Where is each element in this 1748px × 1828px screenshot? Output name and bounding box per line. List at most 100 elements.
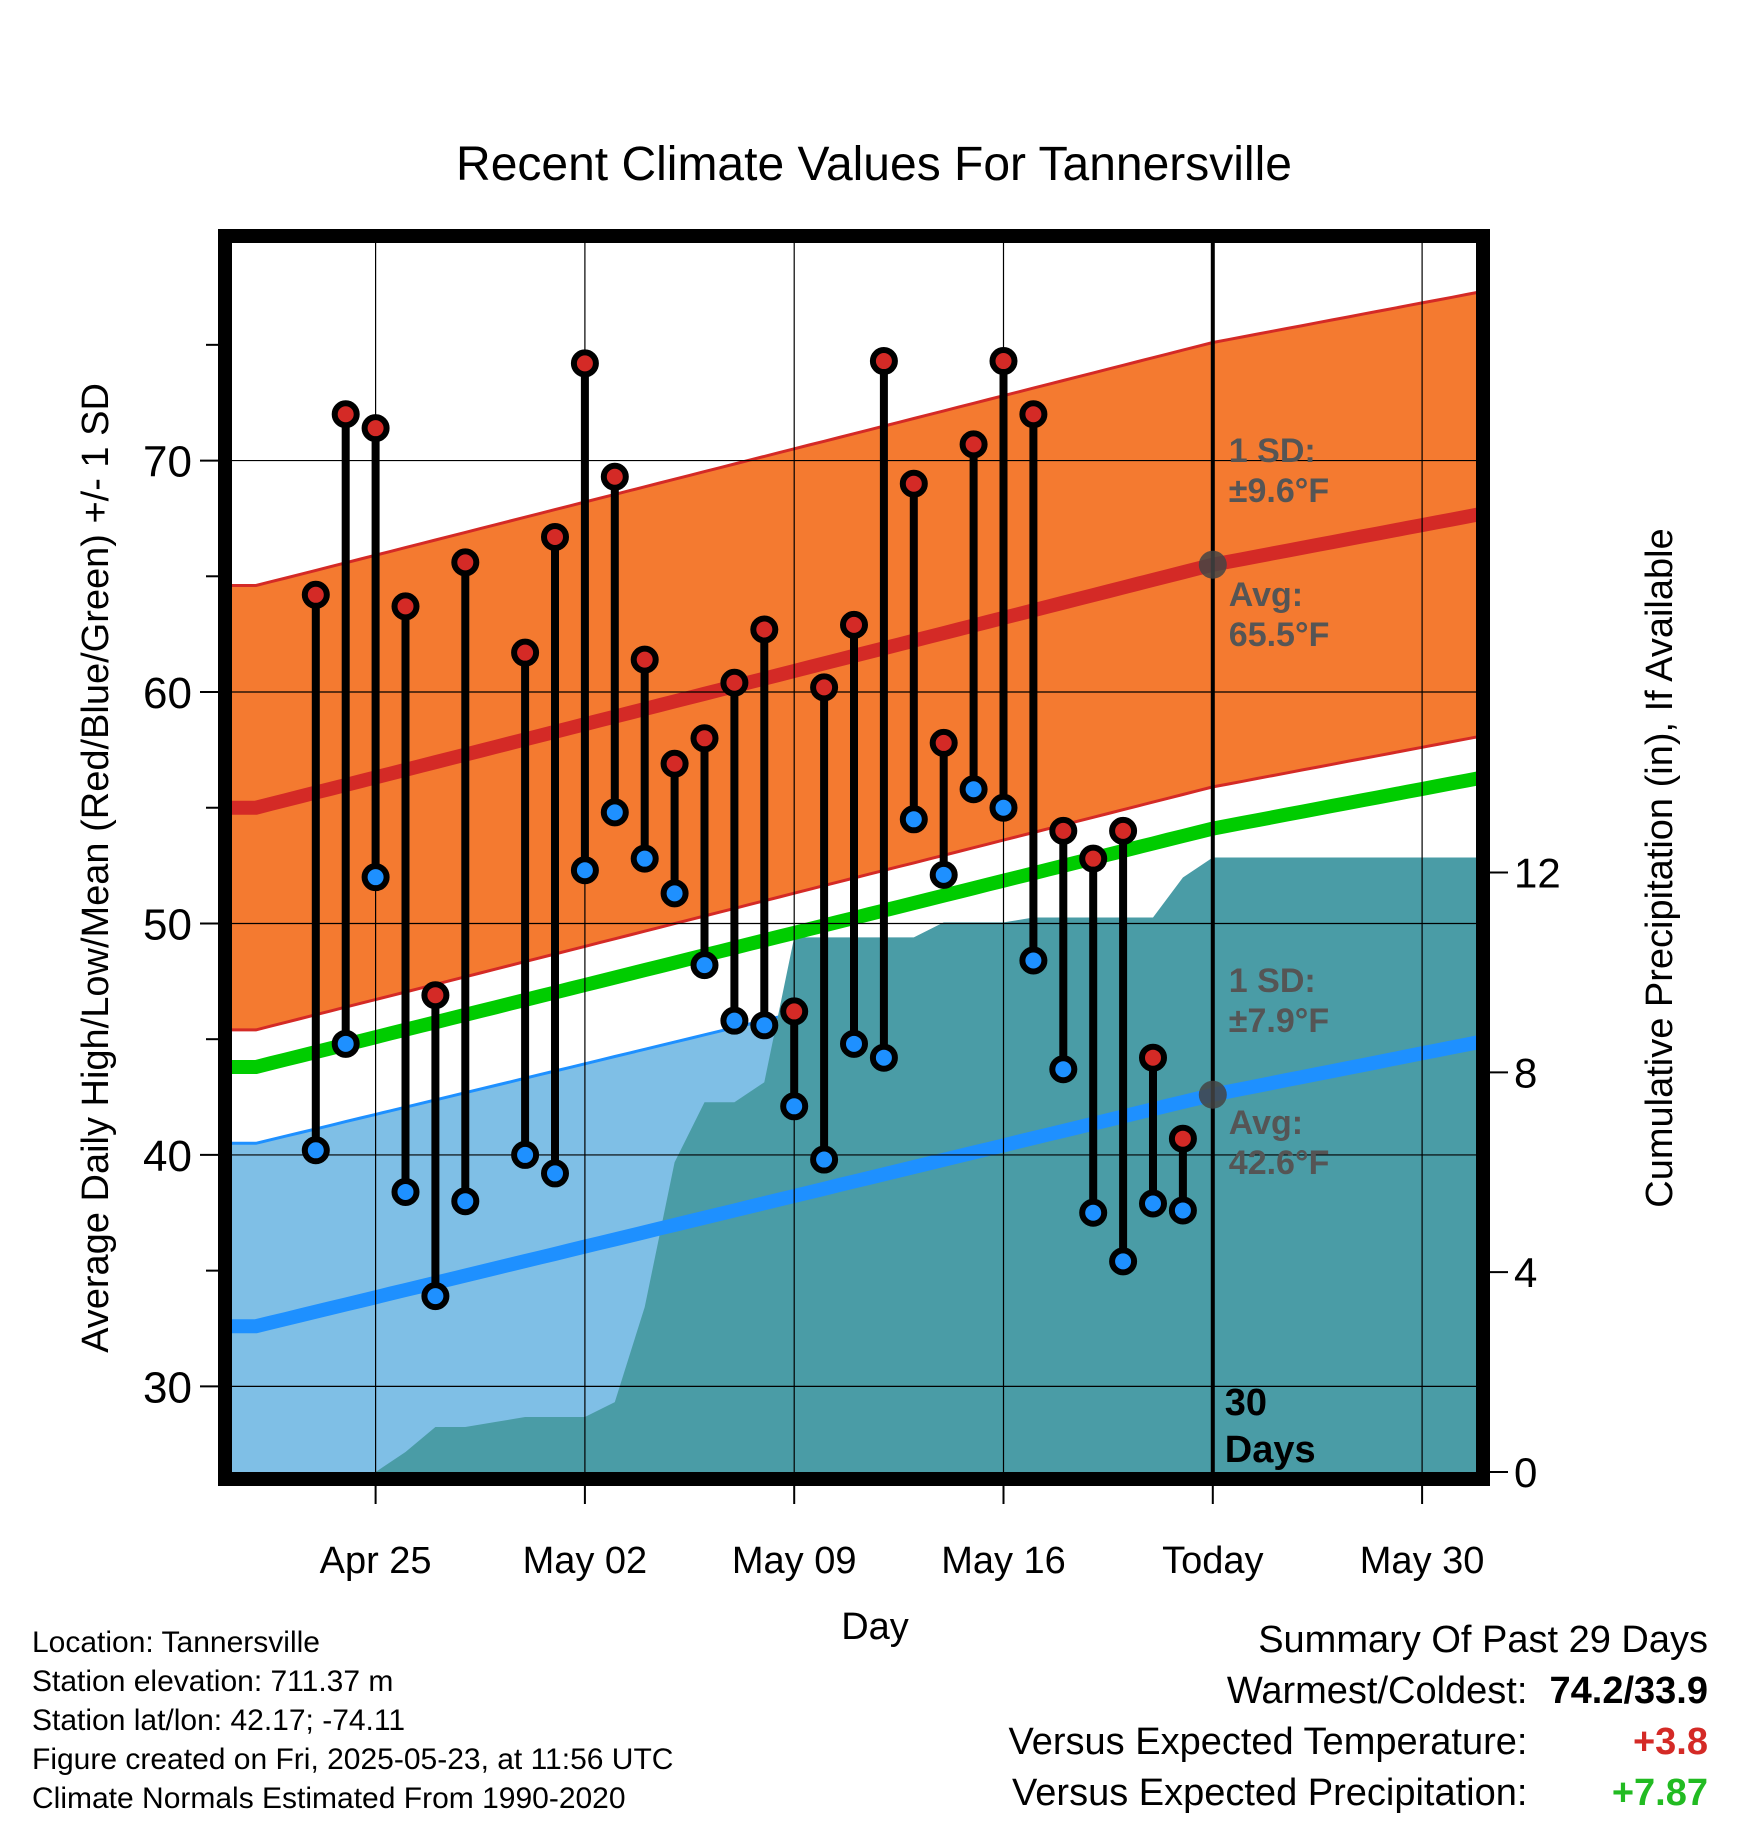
x-tick-label: May 16 bbox=[941, 1540, 1066, 1582]
low-point bbox=[1139, 1189, 1167, 1218]
high-point bbox=[570, 349, 599, 378]
low-point bbox=[1079, 1198, 1108, 1227]
latlon-text: Station lat/lon: 42.17; -74.11 bbox=[32, 1704, 406, 1737]
high-point bbox=[690, 724, 719, 753]
elevation-text: Station elevation: 711.37 m bbox=[32, 1665, 394, 1698]
low-point bbox=[511, 1140, 540, 1169]
high-point bbox=[391, 592, 420, 621]
low-point bbox=[1109, 1247, 1138, 1276]
low-annotation-0: 1 SD: bbox=[1229, 962, 1316, 1000]
x-tick-label: May 09 bbox=[732, 1540, 857, 1582]
x-tick-label: May 30 bbox=[1360, 1540, 1485, 1582]
low-annotation-3: 42.6°F bbox=[1229, 1144, 1330, 1182]
summary-panel: Summary Of Past 29 Days Warmest/Coldest:… bbox=[1009, 1615, 1708, 1819]
low-point bbox=[899, 805, 928, 834]
high-sd-band-upper-edge bbox=[232, 291, 1476, 587]
high-point bbox=[750, 615, 779, 644]
low-point bbox=[929, 860, 958, 889]
high-point bbox=[301, 580, 330, 609]
created-text: Figure created on Fri, 2025-05-23, at 11… bbox=[32, 1743, 674, 1776]
location-text: Location: Tannersville bbox=[32, 1626, 320, 1659]
high-point bbox=[331, 400, 360, 429]
normals-text: Climate Normals Estimated From 1990-2020 bbox=[32, 1782, 626, 1815]
low-point bbox=[780, 1092, 809, 1121]
low-point bbox=[391, 1177, 420, 1206]
summary-temp-row: Versus Expected Temperature: +3.8 bbox=[1009, 1717, 1708, 1768]
high-point bbox=[1139, 1043, 1167, 1072]
high-point bbox=[720, 668, 749, 697]
today-note-text: 30 bbox=[1225, 1382, 1267, 1424]
x-tick-label: Apr 25 bbox=[320, 1540, 432, 1582]
high-point bbox=[630, 645, 659, 674]
high-point bbox=[1109, 816, 1138, 845]
low-point bbox=[1168, 1196, 1197, 1225]
y2-tick-label: 0 bbox=[1514, 1449, 1537, 1496]
warmest-value: 74.2/33.9 bbox=[1549, 1670, 1708, 1712]
plot-frame bbox=[218, 229, 1490, 1486]
high-point bbox=[421, 981, 450, 1010]
temp-label: Versus Expected Temperature: bbox=[1008, 1721, 1528, 1763]
high-point bbox=[869, 347, 898, 376]
high-point bbox=[989, 347, 1018, 376]
high-point bbox=[541, 522, 569, 551]
low-point bbox=[989, 793, 1018, 822]
avg-high-line bbox=[232, 507, 1476, 815]
high-point bbox=[810, 673, 839, 702]
low-point bbox=[840, 1029, 868, 1058]
y2-tick-label: 4 bbox=[1514, 1249, 1537, 1296]
high-point bbox=[1168, 1124, 1197, 1153]
y2-tick-label: 12 bbox=[1514, 849, 1561, 896]
x-tick-label: May 02 bbox=[523, 1540, 648, 1582]
low-point bbox=[361, 863, 390, 892]
x-tick-label: Today bbox=[1162, 1540, 1263, 1582]
y2-axis-label: Cumulative Precipitation (in), If Availa… bbox=[1639, 528, 1681, 1207]
low-point bbox=[1019, 946, 1048, 975]
precip-value: +7.87 bbox=[1611, 1772, 1708, 1814]
low-point bbox=[600, 798, 629, 827]
high-annotation-0: 1 SD: bbox=[1229, 432, 1316, 470]
low-annotation-1: ±7.9°F bbox=[1229, 1002, 1329, 1040]
low-point bbox=[690, 951, 719, 980]
high-annotation-1: ±9.6°F bbox=[1229, 472, 1329, 510]
low-point bbox=[630, 844, 659, 873]
low-point bbox=[750, 1011, 779, 1040]
high-point bbox=[899, 469, 928, 498]
low-point bbox=[1049, 1055, 1078, 1084]
y-tick-label: 50 bbox=[143, 900, 192, 949]
y-axis-label: Average Daily High/Low/Mean (Red/Blue/Gr… bbox=[75, 383, 117, 1353]
y-tick-label: 70 bbox=[143, 438, 192, 487]
high-point bbox=[1049, 816, 1078, 845]
y-tick-label: 40 bbox=[143, 1132, 192, 1181]
high-point bbox=[780, 997, 809, 1026]
y2-tick-label: 8 bbox=[1514, 1049, 1537, 1096]
summary-title: Summary Of Past 29 Days bbox=[1258, 1619, 1708, 1661]
precip-label: Versus Expected Precipitation: bbox=[1012, 1772, 1528, 1814]
low-point bbox=[331, 1029, 360, 1058]
low-avg-marker bbox=[1198, 1080, 1227, 1109]
low-point bbox=[421, 1282, 450, 1311]
high-point bbox=[600, 462, 629, 491]
high-point bbox=[959, 430, 988, 459]
low-annotation-2: Avg: bbox=[1229, 1104, 1303, 1142]
low-point bbox=[959, 775, 988, 804]
low-point bbox=[660, 879, 689, 908]
warmest-label: Warmest/Coldest: bbox=[1226, 1670, 1528, 1712]
low-point bbox=[541, 1159, 569, 1188]
high-point bbox=[660, 749, 689, 778]
low-point bbox=[869, 1043, 898, 1072]
y-tick-label: 30 bbox=[143, 1363, 192, 1412]
y-tick-label: 60 bbox=[143, 669, 192, 718]
low-point bbox=[720, 1006, 749, 1035]
high-annotation-2: Avg: bbox=[1229, 576, 1303, 614]
high-point bbox=[1079, 844, 1108, 873]
summary-warmest-row: Warmest/Coldest: 74.2/33.9 bbox=[1009, 1666, 1708, 1717]
summary-precip-row: Versus Expected Precipitation: +7.87 bbox=[1009, 1768, 1708, 1819]
high-point bbox=[929, 728, 958, 757]
low-point bbox=[810, 1145, 839, 1174]
low-point bbox=[570, 856, 599, 885]
high-avg-marker bbox=[1198, 550, 1227, 579]
chart-title: Recent Climate Values For Tannersville bbox=[456, 138, 1292, 191]
low-point bbox=[451, 1187, 480, 1216]
high-point bbox=[361, 414, 390, 443]
